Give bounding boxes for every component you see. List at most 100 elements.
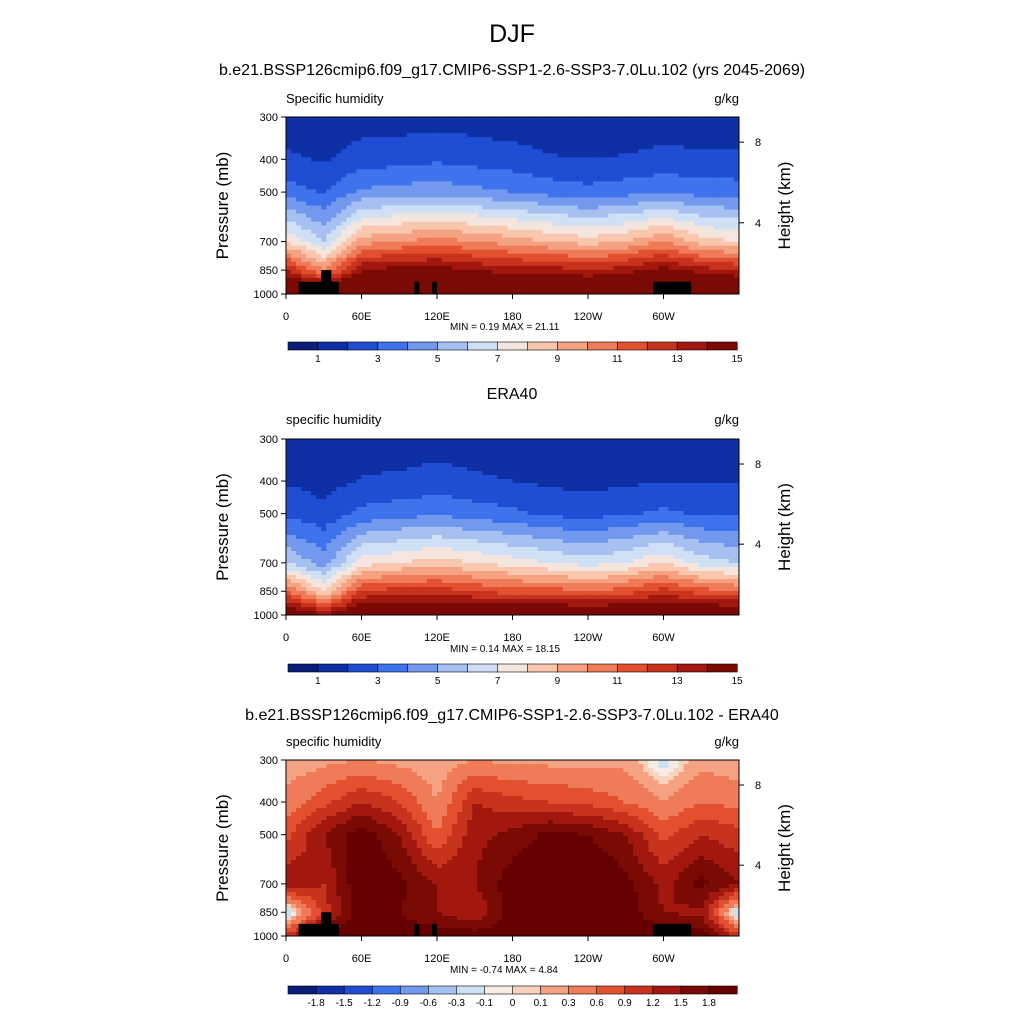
panel-1-cell [723, 165, 730, 170]
panel-1-cell [487, 145, 493, 150]
panel-1-cell [401, 181, 408, 186]
panel-1-cell [406, 257, 413, 263]
panel-1-cell [708, 193, 715, 199]
panel-1-cell [306, 165, 312, 170]
panel-1-cell [638, 209, 644, 215]
panel-1-cell [678, 249, 685, 255]
panel-1-cell [582, 201, 589, 207]
panel-1-cell [582, 117, 589, 122]
panel-2-cell [447, 439, 453, 444]
panel-1-cell [577, 225, 584, 231]
panel-1-cell [497, 121, 504, 126]
panel-1-cell [577, 237, 584, 243]
panel-1-cell [502, 153, 509, 158]
panel-2-cell [512, 471, 519, 476]
panel-1-cell [618, 221, 624, 227]
panel-1-cell [733, 137, 739, 142]
panel-1-cell [723, 173, 730, 178]
panel-2-cell [391, 467, 398, 472]
panel-1-cell [296, 169, 302, 174]
panel-1-cell [487, 221, 493, 227]
panel-1-cell [497, 233, 504, 239]
panel-1-cell [366, 145, 373, 150]
panel-1-cell [603, 225, 609, 231]
panel-1-cell [628, 265, 634, 271]
panel-1-cell [371, 237, 378, 243]
panel-1-cell [733, 125, 739, 130]
panel-1-cell [688, 233, 695, 239]
panel-2-cell [693, 463, 700, 468]
panel-1-cell [426, 229, 433, 235]
panel-1-cell [381, 177, 388, 182]
panel-1-cell [442, 149, 448, 154]
panel-1-cell [487, 205, 493, 211]
panel-1-cell [431, 261, 438, 267]
panel-1-cell [416, 153, 423, 158]
panel-1-cell [562, 261, 569, 267]
panel-1-cell [593, 253, 599, 259]
panel-1-cell [582, 209, 589, 215]
panel-1-cell [673, 253, 680, 259]
panel-1-cell [718, 245, 725, 251]
panel-1-cell [351, 213, 358, 219]
panel-1-cell [472, 193, 478, 199]
panel-1-cell [683, 201, 690, 207]
panel-1-cell [678, 141, 685, 146]
panel-1-cell [593, 221, 599, 227]
panel-1-cell [643, 173, 649, 178]
panel-1-cell [321, 241, 327, 247]
panel-1-cell [648, 153, 655, 158]
panel-1-cell [708, 213, 715, 219]
panel-1-cell [467, 289, 473, 294]
panel-1-cell [487, 185, 493, 191]
panel-1-cell [507, 257, 514, 263]
panel-1-cell [452, 189, 458, 195]
panel-2-cell [346, 455, 353, 460]
panel-1-cell [582, 189, 589, 195]
panel-1-cell [593, 261, 599, 267]
panel-1-cell [331, 185, 337, 191]
panel-1-cell [713, 145, 720, 150]
panel-1-cell [421, 201, 428, 207]
panel-1-cell [603, 217, 609, 223]
panel-1-cell [386, 165, 393, 170]
panel-1-cell [552, 177, 559, 182]
panel-1-cell [718, 273, 725, 279]
panel-2-cell [557, 479, 564, 484]
panel-1-cell [723, 185, 730, 191]
panel-1-cell [713, 117, 720, 122]
panel-1-cell [658, 161, 665, 166]
panel-2-cell [648, 471, 655, 476]
panel-1-cell [598, 213, 604, 219]
panel-1-cell [371, 137, 378, 142]
panel-1-cell [306, 189, 312, 195]
panel-1-cell [386, 245, 393, 251]
panel-1-cell [452, 233, 458, 239]
panel-2-cell [431, 439, 438, 444]
panel-1-cell [286, 217, 292, 223]
panel-1-cell [582, 229, 589, 235]
panel-1-cell [527, 273, 534, 279]
panel-1-cell [512, 149, 519, 154]
panel-1-cell [713, 289, 720, 294]
panel-1-cell [673, 209, 680, 215]
panel-1-cell [608, 253, 614, 259]
panel-1-cell [366, 117, 373, 122]
panel-1-cell [497, 241, 504, 247]
panel-1-cell [512, 229, 519, 235]
panel-2-cell [603, 447, 609, 452]
panel-1-cell [567, 241, 574, 247]
panel-1-cell [613, 133, 619, 138]
panel-1-cell [718, 237, 725, 243]
panel-1-cell [381, 137, 388, 142]
panel-1-cell [497, 165, 504, 170]
panel-1-cell [437, 241, 443, 247]
panel-1-cell [472, 265, 478, 271]
panel-1-cell [673, 217, 680, 223]
panel-2-cell [336, 475, 342, 480]
panel-1-cell [426, 257, 433, 263]
panel-2-cell [371, 439, 378, 444]
panel-2-cell [698, 439, 705, 444]
panel-2-cell [613, 459, 619, 464]
panel-1-cell [386, 157, 393, 162]
